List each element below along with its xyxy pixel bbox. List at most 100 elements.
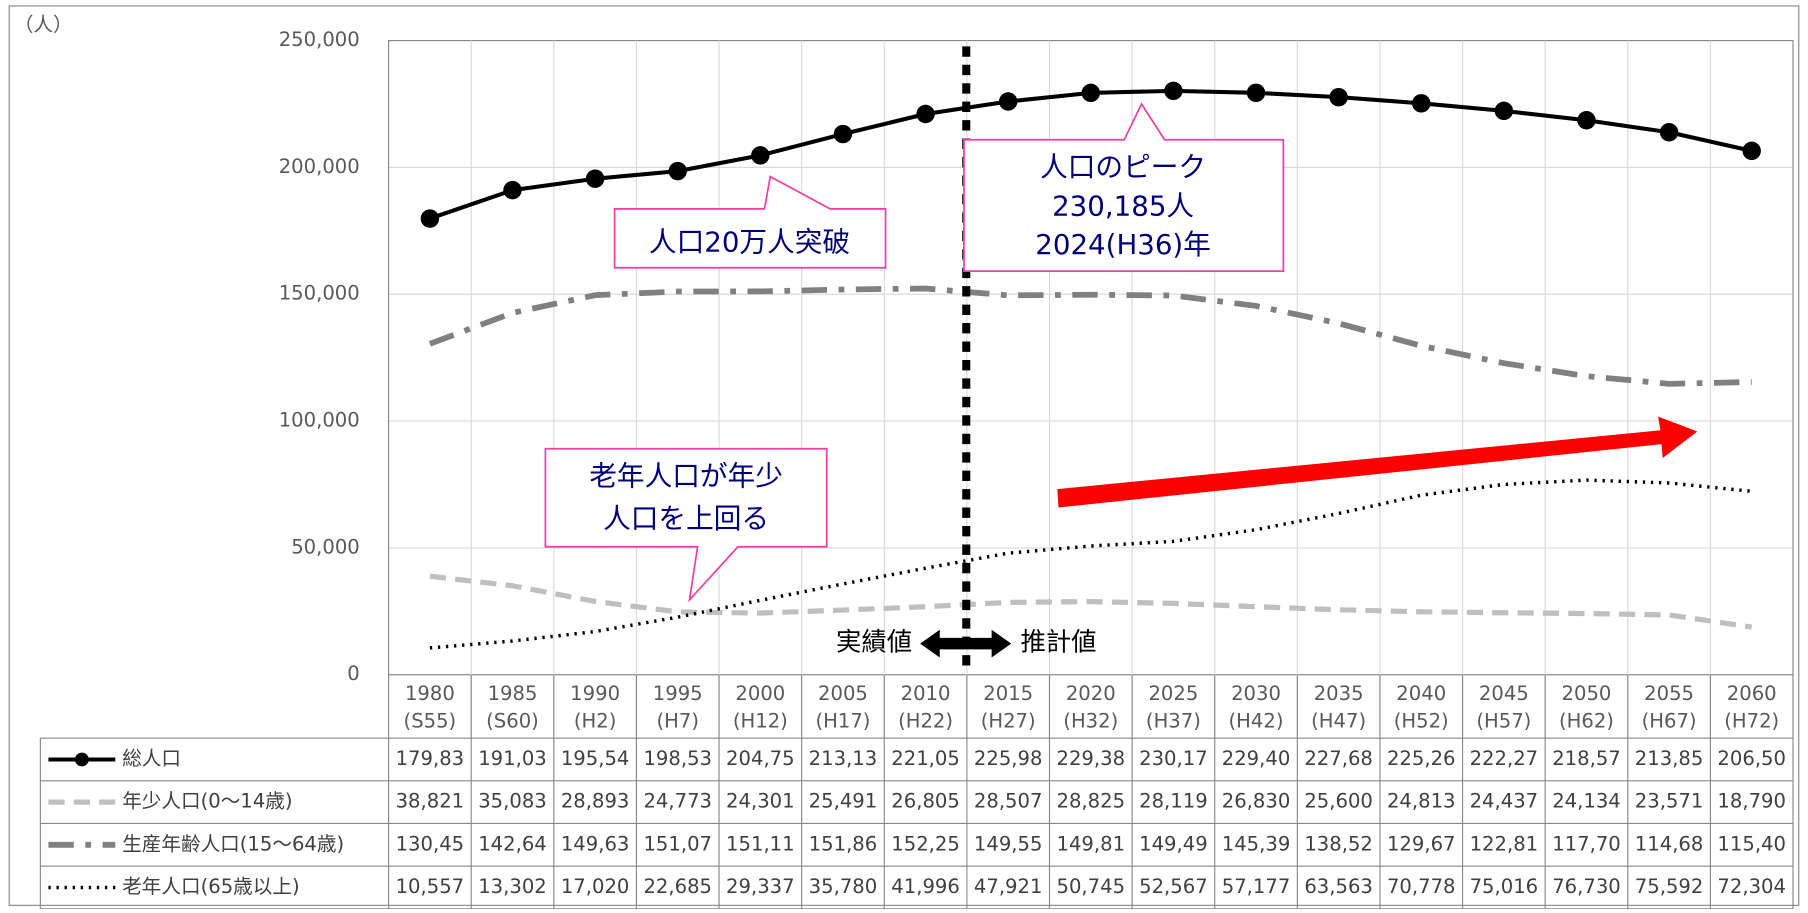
point <box>1494 101 1514 121</box>
table-cell: 145,39 <box>1222 832 1291 855</box>
table-cell: 225,26 <box>1387 747 1456 770</box>
y-tick-label: 0 <box>347 662 359 685</box>
table-cell: 151,11 <box>726 832 795 855</box>
table-cell: 149,81 <box>1057 832 1126 855</box>
x-tick-label: 2025 <box>1148 682 1198 705</box>
legend-label: 総人口 <box>122 747 181 770</box>
table-cell: 23,571 <box>1635 790 1704 813</box>
callout <box>963 102 1285 273</box>
x-tick-label: 2060 <box>1727 682 1777 705</box>
table-cell: 47,921 <box>974 875 1043 898</box>
table-cell: 52,567 <box>1139 875 1208 898</box>
table-cell: 151,86 <box>809 832 878 855</box>
table-cell: 24,301 <box>726 790 795 813</box>
table-cell: 198,53 <box>643 747 712 770</box>
table-cell: 75,592 <box>1635 875 1704 898</box>
annotation: 人口20万人突破 <box>649 225 850 258</box>
point <box>1329 87 1348 107</box>
table-cell: 179,83 <box>396 747 465 770</box>
table-cell: 218,57 <box>1552 747 1621 770</box>
table-cell: 25,600 <box>1304 790 1373 813</box>
table-cell: 230,17 <box>1139 747 1208 770</box>
table-cell: 229,38 <box>1057 747 1126 770</box>
point <box>1412 94 1431 113</box>
point <box>1742 141 1761 161</box>
x-tick-label: 1985 <box>488 682 538 705</box>
callout <box>544 447 828 603</box>
table-cell: 26,805 <box>891 790 960 813</box>
table-cell: 222,27 <box>1470 747 1539 770</box>
x-tick-label: 2035 <box>1314 682 1364 705</box>
x-tick-sublabel: (H32) <box>1063 710 1118 733</box>
annotation: 人口のピーク <box>1040 151 1206 184</box>
x-tick-sublabel: (H7) <box>656 710 699 733</box>
table-cell: 130,45 <box>396 832 465 855</box>
x-tick-sublabel: (H62) <box>1559 710 1614 733</box>
table-cell: 22,685 <box>643 875 712 898</box>
table-cell: 195,54 <box>561 747 630 770</box>
table-cell: 24,813 <box>1387 790 1456 813</box>
table-cell: 24,437 <box>1470 790 1539 813</box>
table-cell: 28,825 <box>1057 790 1126 813</box>
table-cell: 206,50 <box>1717 747 1786 770</box>
x-tick-sublabel: (H72) <box>1724 710 1779 733</box>
table-cell: 75,016 <box>1470 875 1539 898</box>
x-tick-label: 2020 <box>1066 682 1116 705</box>
point <box>1577 111 1596 130</box>
x-tick-label: 1995 <box>653 682 703 705</box>
double-arrow <box>920 629 1012 658</box>
table-cell: 191,03 <box>478 747 547 770</box>
point <box>503 180 522 200</box>
annotation: 2024(H36)年 <box>1035 228 1211 261</box>
table-cell: 115,40 <box>1717 832 1786 855</box>
table-cell: 25,491 <box>809 790 878 813</box>
table-cell: 76,730 <box>1552 875 1621 898</box>
table-cell: 142,64 <box>478 832 547 855</box>
point <box>751 146 770 165</box>
x-tick-label: 1990 <box>570 682 620 705</box>
x-tick-label: 2050 <box>1562 682 1612 705</box>
table-cell: 17,020 <box>561 875 630 898</box>
y-tick-label: 250,000 <box>279 28 360 51</box>
x-tick-sublabel: (H17) <box>815 710 870 733</box>
series-line <box>429 478 1752 650</box>
annotation: 老年人口が年少 <box>589 460 783 493</box>
table-cell: 29,337 <box>726 875 795 898</box>
y-tick-label: 200,000 <box>279 155 360 178</box>
table-cell: 28,119 <box>1139 790 1208 813</box>
table-cell: 24,773 <box>643 790 712 813</box>
table-cell: 18,790 <box>1717 790 1786 813</box>
y-tick-label: 100,000 <box>279 409 360 432</box>
x-tick-label: 2055 <box>1644 682 1694 705</box>
table-cell: 35,083 <box>478 790 547 813</box>
table-cell: 57,177 <box>1222 875 1291 898</box>
x-tick-label: 2030 <box>1231 682 1281 705</box>
y-unit: （人） <box>14 13 73 36</box>
table-cell: 151,07 <box>643 832 712 855</box>
table-cell: 10,557 <box>396 875 465 898</box>
plot-border <box>388 39 1794 676</box>
y-tick-label: 50,000 <box>291 535 360 558</box>
table-cell: 149,49 <box>1139 832 1208 855</box>
x-tick-label: 2040 <box>1396 682 1446 705</box>
x-tick-label: 2015 <box>983 682 1033 705</box>
point <box>1164 81 1183 101</box>
point <box>1246 83 1266 103</box>
table-cell: 149,55 <box>974 832 1043 855</box>
x-tick-sublabel: (H52) <box>1394 710 1449 733</box>
annotation: 230,185人 <box>1052 190 1194 223</box>
legend-marker <box>74 752 89 767</box>
point <box>998 92 1018 111</box>
actual-label: 実績値 <box>836 627 912 657</box>
table-cell: 26,830 <box>1222 790 1291 813</box>
x-tick-label: 2005 <box>818 682 868 705</box>
table-cell: 221,05 <box>891 747 960 770</box>
table-cell: 117,70 <box>1552 832 1621 855</box>
point <box>1081 83 1101 103</box>
table-cell: 70,778 <box>1387 875 1456 898</box>
table-cell: 213,13 <box>809 747 878 770</box>
x-tick-label: 1980 <box>405 682 455 705</box>
table-cell: 28,893 <box>561 790 630 813</box>
x-tick-sublabel: (H37) <box>1146 710 1201 733</box>
table-cell: 50,745 <box>1057 875 1126 898</box>
